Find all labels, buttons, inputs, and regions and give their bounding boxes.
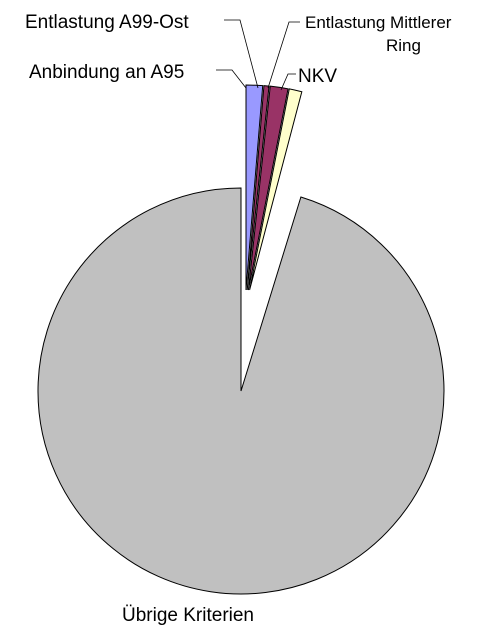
slice-entlastung-a99-ost [246,85,270,291]
slice-entlastung-mittlerer-ring [247,85,289,291]
leader-nkv [280,73,296,91]
leader-lines [216,19,300,91]
slice-labels: Entlastung A99-Ost Entlastung Mittlerer … [25,12,452,626]
label-entlastung-mittlerer-ring-line1: Entlastung Mittlerer [305,13,452,32]
slice-anbindung-an-a95 [245,84,264,291]
label-entlastung-mittlerer-ring-line2: Ring [386,36,421,55]
slice-uebrige-kriterien [37,187,445,595]
label-uebrige-kriterien: Übrige Kriterien [122,605,254,626]
label-anbindung-an-a95: Anbindung an A95 [29,62,184,83]
slice-nkv [249,88,303,291]
leader-mittlerer [267,21,300,89]
label-nkv: NKV [298,66,337,87]
leader-a99 [224,19,259,89]
leader-anbindung [216,69,247,89]
pie-slices [37,84,445,595]
label-entlastung-a99-ost: Entlastung A99-Ost [25,12,189,33]
